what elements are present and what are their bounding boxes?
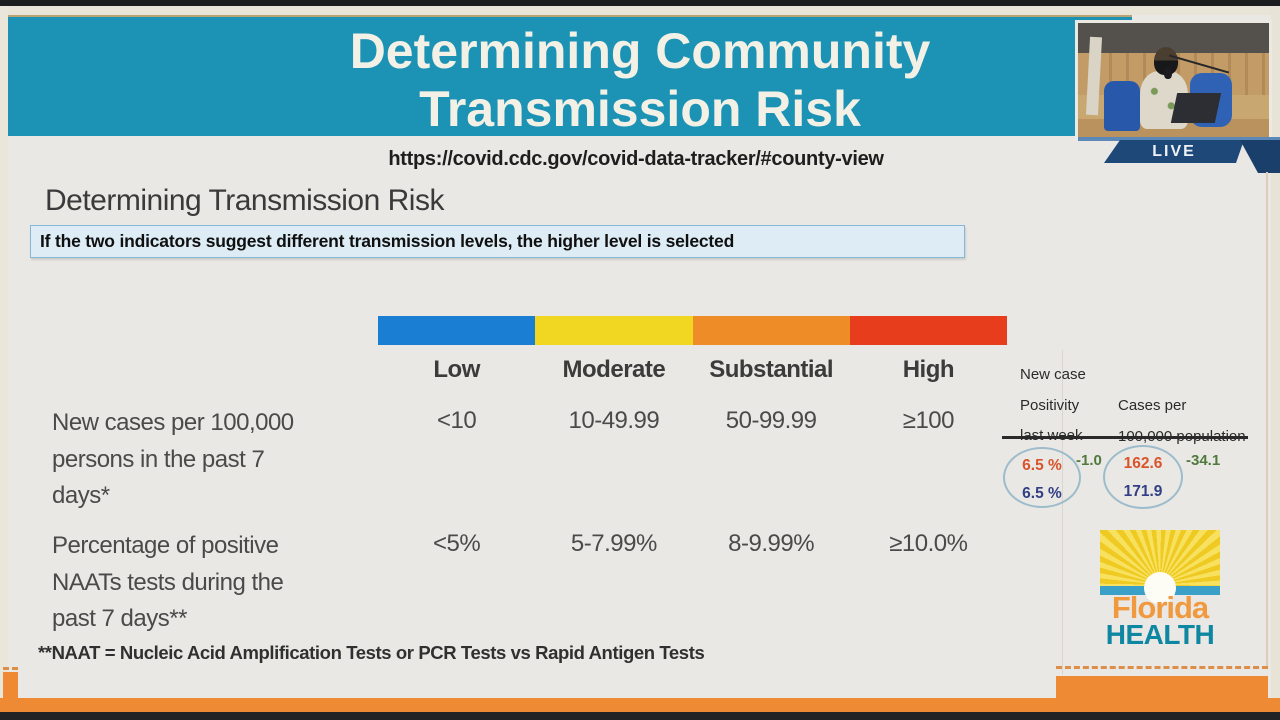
video-chair-left — [1104, 81, 1140, 131]
letterbox-bottom — [0, 712, 1280, 720]
sunburst-icon — [1100, 530, 1220, 587]
section-heading: Determining Transmission Risk — [45, 184, 444, 217]
new-cases-substantial: 50-99.99 — [725, 407, 817, 434]
orange-footer-bar — [0, 698, 1280, 712]
callout-box: If the two indicators suggest different … — [30, 225, 965, 258]
laptop-icon — [1170, 93, 1222, 123]
live-badge-strip — [1078, 137, 1280, 141]
risk-segment-substantial — [692, 316, 850, 345]
microphone-icon — [1164, 67, 1172, 79]
positivity-substantial: 8-9.99% — [728, 530, 815, 557]
new-cases-moderate: 10-49.99 — [568, 407, 660, 434]
level-header-low: Low — [433, 356, 480, 383]
risk-scale-bar — [378, 316, 1007, 345]
cases-current: 162.6 — [1123, 455, 1163, 472]
positivity-low: <5% — [433, 530, 481, 557]
risk-segment-moderate — [535, 316, 693, 345]
table-row-label-positivity: Percentage of positive NAATs tests durin… — [52, 532, 284, 632]
level-header-high: High — [902, 356, 955, 383]
video-inset — [1075, 20, 1272, 140]
positivity-high: ≥10.0% — [889, 530, 968, 557]
logo-text-health: HEALTH — [1105, 619, 1215, 650]
cdc-tracker-url: https://covid.cdc.gov/covid-data-tracker… — [388, 148, 884, 170]
stats-underline — [1002, 436, 1248, 439]
risk-segment-high — [849, 316, 1007, 345]
slide-title-line1: Determining Community — [349, 23, 931, 79]
positivity-change: -1.0 — [1076, 452, 1102, 469]
cases-change: -34.1 — [1186, 452, 1221, 469]
table-row-positivity: <5% 5-7.99% 8-9.99% ≥10.0% — [378, 530, 1007, 558]
dashed-line-left — [3, 667, 18, 670]
positivity-previous: 6.5 % — [1022, 485, 1062, 502]
slide-right-border — [1271, 6, 1280, 712]
risk-segment-low — [378, 316, 536, 345]
positivity-circle: 6.5 % 6.5 % — [1003, 447, 1081, 508]
title-banner — [8, 15, 1132, 136]
table-row-label-new-cases: New cases per 100,000 persons in the pas… — [52, 409, 294, 509]
slide-title-line2: Transmission Risk — [419, 81, 861, 137]
level-header-moderate: Moderate — [562, 356, 666, 383]
sun-disc-icon — [1144, 572, 1176, 604]
new-cases-low: <10 — [437, 407, 477, 434]
table-row-new-cases: <10 10-49.99 50-99.99 ≥100 — [378, 407, 1007, 435]
panel-seam-line — [1062, 350, 1063, 675]
dashed-line-right — [1056, 666, 1268, 669]
panel-edge-line — [1266, 172, 1268, 668]
stats-header-cases: Cases per 100,000 population — [1118, 397, 1246, 445]
level-header-substantial: Substantial — [709, 356, 834, 383]
slide-title: Determining Community Transmission Risk — [150, 22, 1130, 138]
logo-text-florida: Florida — [1111, 590, 1209, 625]
slide-top-border — [0, 6, 1280, 15]
risk-level-headers: Low Moderate Substantial High — [378, 356, 1007, 384]
new-cases-high: ≥100 — [902, 407, 955, 434]
live-badge: LIVE — [1104, 140, 1244, 163]
naat-footnote: **NAAT = Nucleic Acid Amplification Test… — [38, 642, 705, 663]
positivity-current: 6.5 % — [1022, 457, 1062, 474]
stats-header-positivity: New case Positivity last week — [1020, 366, 1086, 444]
positivity-moderate: 5-7.99% — [570, 530, 657, 557]
slide-left-border — [0, 6, 8, 712]
letterbox-top — [0, 0, 1280, 6]
florida-health-logo: Florida HEALTH — [1100, 530, 1220, 652]
cases-circle: 162.6 171.9 — [1103, 445, 1183, 509]
cases-previous: 171.9 — [1123, 483, 1163, 500]
orange-strip-left — [3, 672, 18, 702]
